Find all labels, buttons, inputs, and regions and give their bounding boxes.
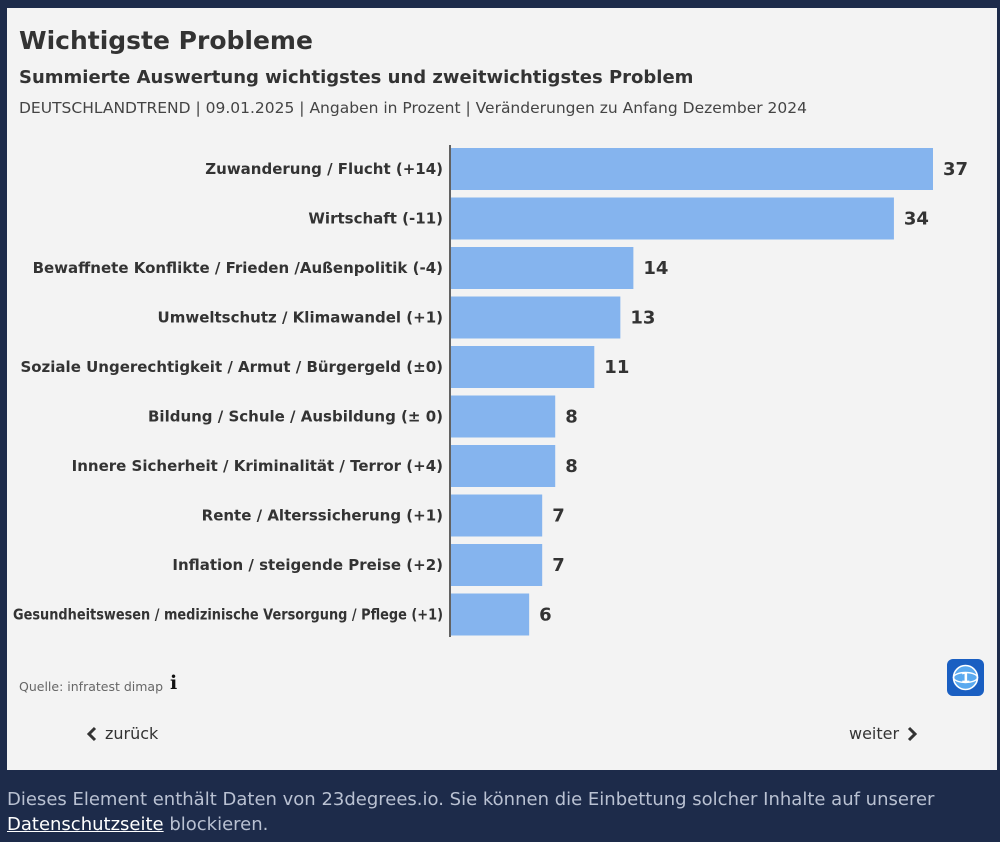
bar	[451, 296, 621, 339]
value-label: 37	[943, 159, 968, 180]
value-label: 14	[643, 258, 668, 279]
category-label: Inflation / steigende Preise (+2)	[172, 556, 443, 574]
bars-group: Zuwanderung / Flucht (+14) 37 Wirtschaft (…	[13, 148, 968, 636]
embed-notice-text-end: blockieren.	[163, 814, 269, 835]
bar-chart: Zuwanderung / Flucht (+14) 37 Wirtschaft (…	[13, 145, 968, 637]
chart-card: Wichtigste Probleme Summierte Auswertung…	[7, 8, 997, 770]
bar	[451, 544, 543, 586]
next-button-label: weiter	[849, 724, 900, 743]
chart-subtitle: Summierte Auswertung wichtigstes und zwe…	[19, 67, 694, 88]
value-label: 11	[604, 357, 629, 378]
value-label: 13	[630, 308, 655, 329]
category-label: Umweltschutz / Klimawandel (+1)	[158, 309, 443, 327]
svg-text:1: 1	[961, 671, 971, 687]
category-label: Gesundheitswesen / medizinische Versorgu…	[13, 606, 443, 624]
source-label: Quelle: infratest dimap	[19, 679, 164, 694]
back-button-label: zurück	[105, 724, 159, 743]
bar	[451, 445, 556, 487]
chart-title: Wichtigste Probleme	[19, 26, 313, 55]
bar	[451, 148, 933, 190]
bar	[451, 346, 595, 388]
value-label: 6	[539, 605, 552, 626]
embed-notice-text: Dieses Element enthält Daten von 23degre…	[7, 789, 935, 810]
bar	[451, 395, 556, 438]
category-label: Bewaffnete Konflikte / Frieden /Außenpol…	[33, 259, 443, 277]
info-icon[interactable]: i	[170, 672, 178, 694]
bar	[451, 494, 543, 537]
value-label: 8	[565, 407, 578, 428]
next-button[interactable]: weiter	[849, 724, 919, 743]
chart-meta: DEUTSCHLANDTREND | 09.01.2025 | Angaben …	[19, 99, 808, 117]
bar	[451, 593, 530, 636]
category-label: Bildung / Schule / Ausbildung (± 0)	[148, 408, 443, 426]
category-label: Wirtschaft (-11)	[308, 210, 443, 228]
chevron-left-icon	[86, 726, 97, 741]
tagesschau-logo-icon: 1	[947, 659, 984, 696]
category-label: Soziale Ungerechtigkeit / Armut / Bürger…	[20, 358, 443, 376]
value-label: 7	[552, 555, 565, 576]
bar	[451, 197, 894, 240]
value-label: 34	[904, 209, 929, 230]
category-label: Zuwanderung / Flucht (+14)	[205, 160, 443, 178]
embed-notice: Dieses Element enthält Daten von 23degre…	[7, 787, 987, 837]
chevron-right-icon	[908, 726, 918, 741]
value-label: 8	[565, 456, 578, 477]
value-label: 7	[552, 506, 565, 527]
category-label: Innere Sicherheit / Kriminalität / Terro…	[72, 457, 443, 475]
bar	[451, 247, 634, 289]
back-button[interactable]: zurück	[85, 724, 158, 743]
privacy-link[interactable]: Datenschutzseite	[7, 814, 164, 835]
category-label: Rente / Alterssicherung (+1)	[202, 507, 443, 525]
